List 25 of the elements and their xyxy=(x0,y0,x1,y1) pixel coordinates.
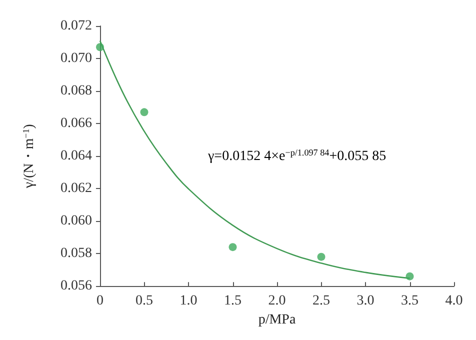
x-tick-label: 0 xyxy=(96,294,104,309)
x-axis-title: p/MPa xyxy=(258,312,296,328)
y-axis-title: γ/(N・m−1) xyxy=(20,124,38,190)
y-tick-label: 0.056 xyxy=(60,278,92,294)
x-tick-label: 2.0 xyxy=(268,294,286,309)
point xyxy=(406,272,414,280)
x-tick-label: 4.0 xyxy=(445,294,463,309)
x-tick-label: 3.0 xyxy=(356,294,374,309)
x-tick-label: 1.5 xyxy=(224,294,242,309)
point xyxy=(96,43,104,52)
x-tick-label: 1.0 xyxy=(180,294,198,309)
y-tick-label: 0.068 xyxy=(60,84,92,99)
y-tick-label: 0.062 xyxy=(60,181,92,196)
point xyxy=(228,243,237,252)
x-tick-label: 2.5 xyxy=(312,294,330,309)
point xyxy=(140,108,148,116)
x-tick-label: 0.5 xyxy=(136,294,153,309)
point xyxy=(317,252,326,261)
y-tick-label: 0.072 xyxy=(60,18,92,34)
y-tick-label: 0.060 xyxy=(60,214,92,229)
y-tick-label: 0.058 xyxy=(60,246,92,262)
y-tick-label: 0.066 xyxy=(60,116,92,132)
x-tick-label: 3.5 xyxy=(401,294,418,309)
y-tick-label: 0.064 xyxy=(60,148,92,164)
y-tick-label: 0.070 xyxy=(60,51,92,66)
